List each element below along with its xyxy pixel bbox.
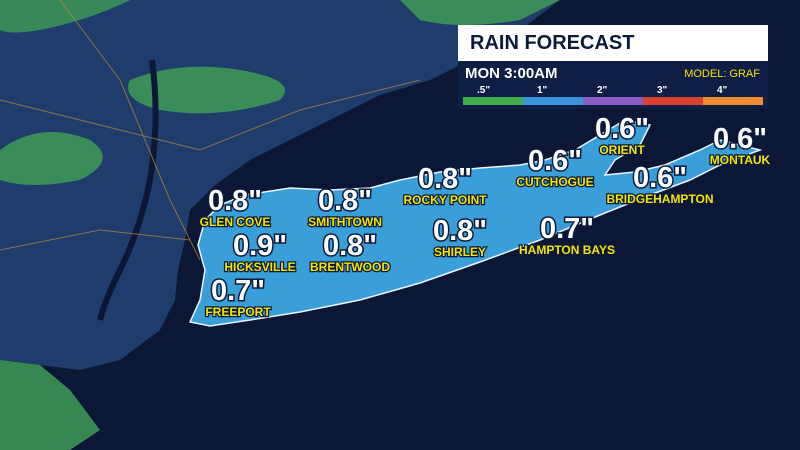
roads: [0, 0, 421, 261]
model: MODEL: GRAF: [684, 68, 760, 80]
title: RAIN FORECAST: [470, 32, 634, 54]
place-name: MONTAUK: [710, 153, 771, 167]
place-name: GLEN COVE: [200, 215, 271, 229]
legend-swatch: [643, 97, 703, 105]
title-box: [458, 25, 768, 61]
place-name: BRIDGEHAMPTON: [606, 192, 713, 206]
legend-label: 4": [717, 85, 728, 96]
rain-amount: 0.6": [595, 113, 649, 145]
long-island: [188, 119, 763, 327]
legend-swatch: [583, 97, 643, 105]
rain-amount: 0.9": [233, 230, 287, 262]
time: MON 3:00AM: [465, 65, 558, 82]
legend: .5" 1" 2" 3" 4": [463, 85, 763, 105]
rain-amount: 0.7": [211, 275, 265, 307]
rain-amount: 0.8": [418, 163, 472, 195]
legend-swatch: [523, 97, 583, 105]
legend-swatch: [463, 97, 523, 105]
rain-amount: 0.6": [633, 162, 687, 194]
rain-amount: 0.6": [713, 123, 767, 155]
legend-swatch: [703, 97, 763, 105]
place-name: BRENTWOOD: [310, 260, 390, 274]
river: [97, 59, 159, 321]
place-name: HICKSVILLE: [224, 260, 295, 274]
legend-label: .5": [477, 85, 490, 96]
rain-amount: 0.6": [528, 145, 582, 177]
legend-label: 2": [597, 85, 608, 96]
place-name: SHIRLEY: [434, 245, 486, 259]
rain-amount: 0.8": [433, 215, 487, 247]
rain-amount: 0.7": [540, 213, 594, 245]
rain-amount: 0.8": [323, 230, 377, 262]
place-name: CUTCHOGUE: [516, 175, 593, 189]
place-name: HAMPTON BAYS: [519, 243, 615, 257]
place-name: SMITHTOWN: [308, 215, 382, 229]
place-name: ORIENT: [599, 143, 645, 157]
rain-area: [0, 0, 130, 33]
place-name: FREEPORT: [205, 305, 271, 319]
rain-amount: 0.8": [208, 185, 262, 217]
place-name: ROCKY POINT: [403, 193, 487, 207]
rain-amount: 0.8": [318, 185, 372, 217]
legend-label: 3": [657, 85, 668, 96]
rain-area: [0, 0, 560, 450]
legend-label: 1": [537, 85, 548, 96]
